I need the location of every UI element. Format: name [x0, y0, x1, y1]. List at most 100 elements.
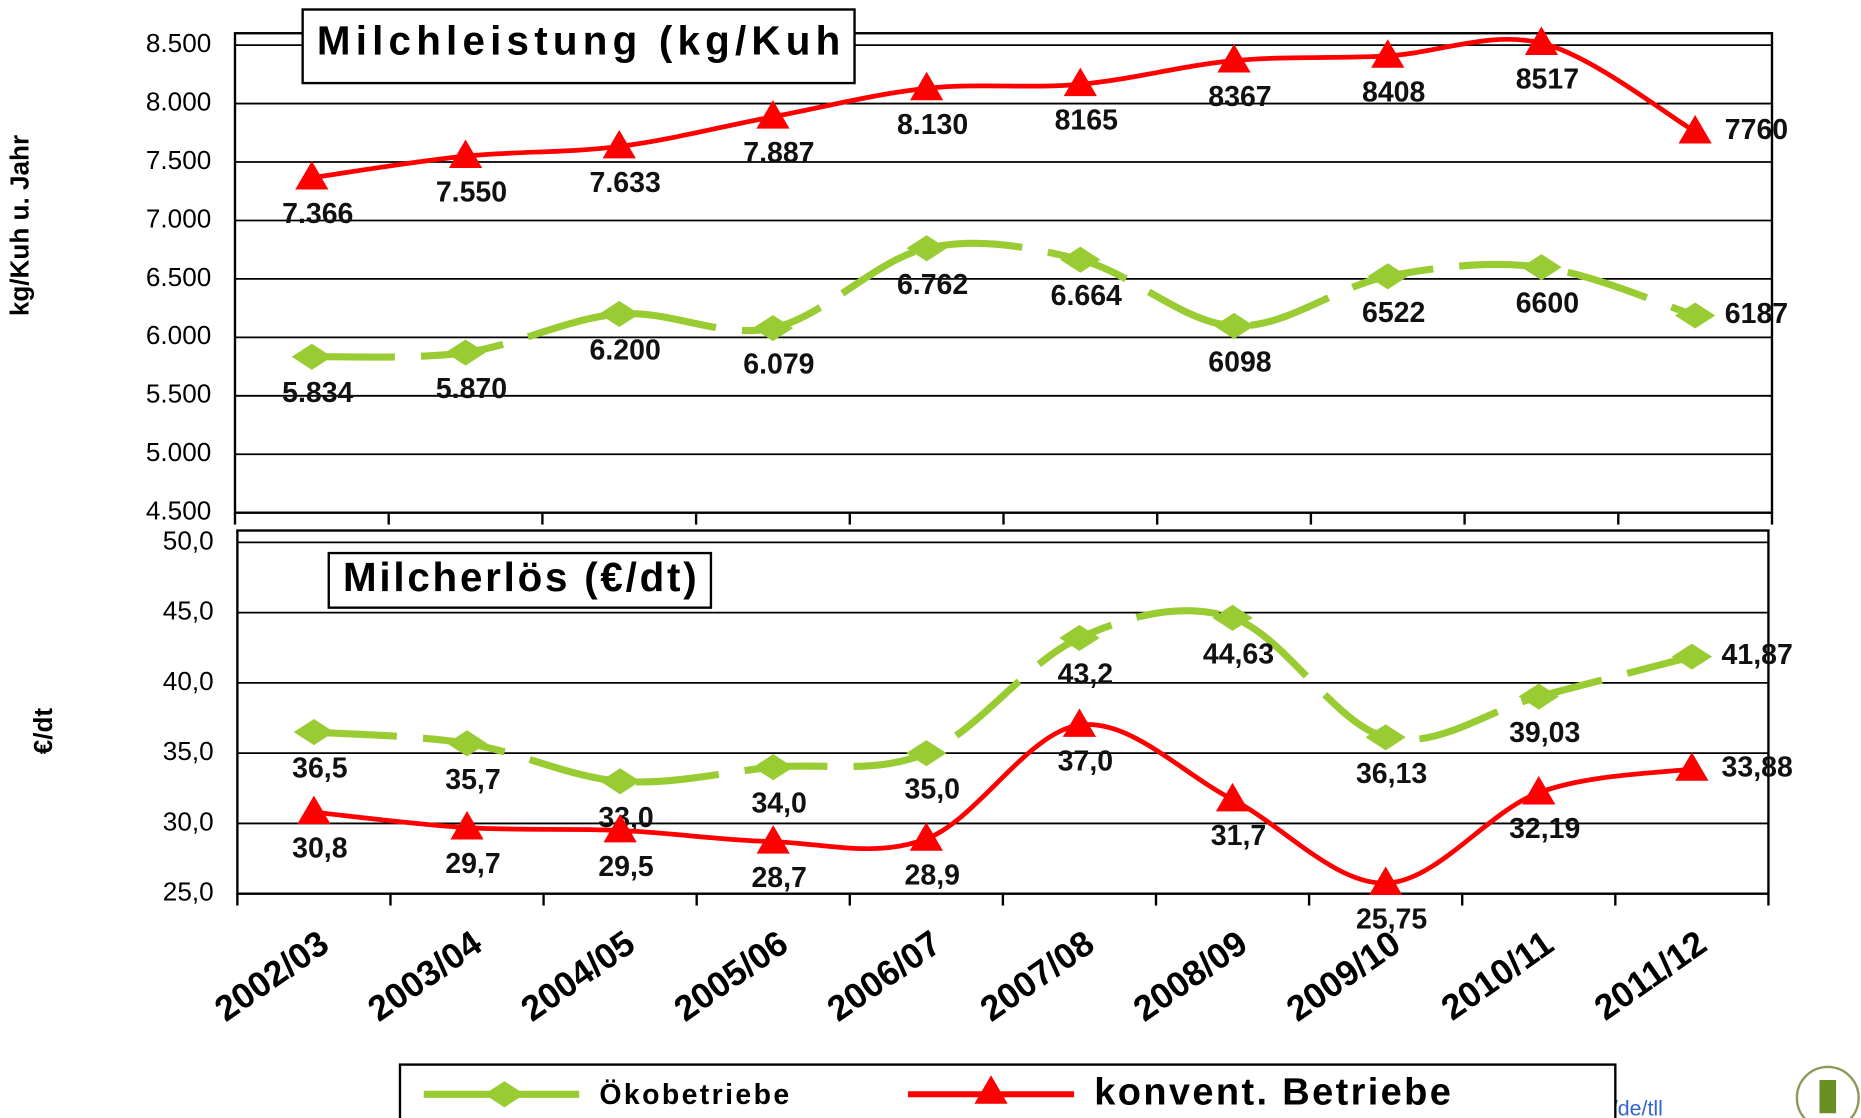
y-tick-label: 35,0 [163, 736, 214, 766]
marker [1365, 724, 1406, 751]
marker [1522, 776, 1556, 805]
marker [1371, 39, 1405, 68]
data-label: 6522 [1362, 297, 1425, 329]
data-label: 8367 [1208, 81, 1271, 113]
logo-mark [1819, 1080, 1837, 1114]
data-label: 6.079 [743, 349, 814, 381]
marker [1062, 708, 1097, 737]
marker [293, 719, 335, 746]
legend-label: Ökobetriebe [599, 1079, 791, 1111]
marker [1675, 752, 1709, 781]
marker [756, 100, 790, 129]
y-tick-label: 40,0 [163, 666, 214, 696]
data-label: 37,0 [1058, 746, 1113, 778]
marker [445, 339, 486, 366]
marker [1063, 67, 1097, 97]
data-label: 39,03 [1509, 717, 1580, 749]
marker [1217, 44, 1251, 73]
y-tick-label: 5.000 [146, 437, 211, 467]
marker [1674, 302, 1716, 329]
data-label: 35,0 [905, 774, 960, 806]
marker [297, 795, 331, 825]
data-label: 25,75 [1356, 904, 1427, 936]
data-label: 30,8 [292, 833, 347, 865]
x-tick-label: 2004/05 [514, 923, 642, 1030]
data-label: 6098 [1208, 346, 1271, 378]
data-label: 41,87 [1722, 639, 1793, 671]
x-tick-label: 2006/07 [820, 923, 948, 1030]
title-box [301, 8, 856, 85]
y-axis-label: kg/Kuh u. Jahr [4, 135, 34, 316]
data-label: 6600 [1516, 288, 1579, 320]
marker [448, 139, 483, 169]
y-tick-label: 5.500 [146, 379, 211, 409]
marker [1524, 26, 1559, 55]
marker [599, 768, 641, 795]
data-label: 6.664 [1051, 280, 1122, 312]
data-label: 32,19 [1509, 813, 1580, 845]
marker [756, 825, 790, 854]
y-tick-label: 7.500 [146, 145, 211, 175]
data-label: 36,13 [1356, 758, 1427, 790]
marker [910, 71, 944, 101]
data-label: 8165 [1055, 105, 1118, 137]
data-label: 7.550 [436, 177, 507, 209]
y-tick-label: 8.000 [146, 86, 211, 116]
data-label: 6.200 [590, 334, 661, 366]
data-label: 35,7 [445, 764, 500, 796]
data-label: 28,7 [751, 862, 806, 894]
data-label: 36,5 [292, 753, 348, 785]
data-label: 7760 [1725, 114, 1788, 146]
data-label: 6.762 [897, 269, 968, 301]
marker [599, 300, 640, 328]
marker [1369, 866, 1403, 896]
data-label: 7.366 [282, 198, 353, 230]
marker [291, 343, 333, 370]
series-line [311, 36, 1697, 181]
marker [752, 315, 794, 342]
x-tick-label: 2009/10 [1279, 923, 1407, 1030]
marker [906, 740, 947, 767]
marker [1367, 263, 1408, 290]
data-label: 7.633 [590, 167, 661, 199]
marker [906, 235, 947, 262]
data-label: 6187 [1725, 298, 1788, 330]
x-tick-label: 2002/03 [207, 923, 335, 1030]
x-tick-label: 2003/04 [361, 923, 490, 1030]
marker [450, 811, 484, 840]
marker [1060, 246, 1101, 273]
marker [974, 1075, 1008, 1104]
y-axis-label: €/dt [28, 708, 58, 755]
series-line [313, 607, 1693, 786]
marker [603, 813, 637, 843]
y-tick-label: 6.500 [146, 262, 211, 292]
x-tick-label: 2011/12 [1587, 923, 1714, 1028]
marker [1213, 312, 1255, 339]
marker [1212, 604, 1253, 631]
marker [909, 822, 943, 851]
data-label: 33,88 [1722, 751, 1793, 783]
y-tick-label: 30,0 [163, 806, 214, 836]
data-label: 31,7 [1211, 820, 1266, 852]
data-label: 5.834 [282, 377, 353, 409]
x-tick-label: 2008/09 [1126, 923, 1254, 1030]
y-tick-label: 50,0 [163, 525, 214, 555]
data-label: 5.870 [436, 373, 507, 405]
marker [1678, 114, 1712, 144]
series-line [313, 722, 1693, 886]
data-label: 8.130 [897, 109, 968, 141]
marker [1215, 782, 1250, 812]
marker [1671, 643, 1713, 670]
marker [295, 161, 329, 190]
y-tick-label: 4.500 [146, 496, 211, 526]
data-label: 44,63 [1203, 638, 1274, 670]
y-tick-label: 25,0 [163, 877, 214, 907]
data-label: 29,7 [445, 848, 500, 880]
title-box [327, 551, 713, 609]
x-tick-label: 2005/06 [667, 923, 795, 1030]
data-label: 7.887 [743, 137, 814, 169]
data-label: 28,9 [905, 859, 960, 891]
chart-title: Milcherlös (€/dt) [343, 554, 697, 600]
y-tick-label: 6.000 [146, 320, 211, 350]
